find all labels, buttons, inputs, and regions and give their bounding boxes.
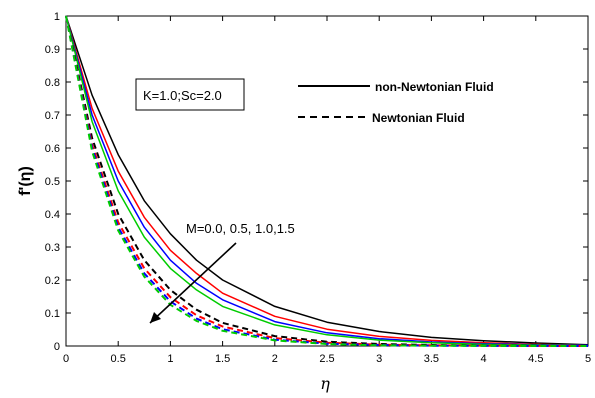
y-tick-label: 0.5 (45, 176, 60, 188)
y-tick-label: 0.4 (45, 209, 60, 221)
x-tick-label: 1 (167, 353, 173, 365)
series-line-2 (65, 15, 589, 347)
legend-label-newtonian: Newtonian Fluid (372, 111, 465, 125)
series-line-4 (65, 15, 589, 347)
series-line-6 (65, 15, 589, 347)
plot-frame (65, 15, 589, 347)
parameter-box-text: K=1.0;Sc=2.0 (143, 88, 222, 103)
series-line-1 (65, 15, 589, 346)
x-tick-label: 0.5 (111, 353, 126, 365)
x-tick-label: 4 (481, 353, 487, 365)
y-tick-label: 0.6 (45, 143, 60, 155)
x-tick-label: 2 (272, 353, 278, 365)
y-tick-label: 0.1 (45, 308, 60, 320)
series-line-8 (65, 15, 588, 347)
series-lines (65, 15, 589, 347)
parameter-box (135, 78, 245, 111)
annotation-arrowhead (150, 312, 161, 323)
x-tick-label: 2.5 (319, 353, 334, 365)
legend-label-non-newtonian: non-Newtonian Fluid (375, 80, 494, 94)
annotation-text: M=0.0, 0.5, 1.0,1.5 (186, 221, 295, 236)
y-tick-label: 0.8 (45, 77, 60, 89)
x-tick-label: 5 (585, 353, 591, 365)
x-tick-label: 4.5 (528, 353, 543, 365)
x-tick-label: 1.5 (215, 353, 230, 365)
y-tick-label: 0.7 (45, 110, 60, 122)
y-tick-label: 0.9 (45, 44, 60, 56)
y-tick-label: 0.2 (45, 275, 60, 287)
y-tick-label: 1 (54, 11, 60, 23)
x-tick-label: 3.5 (424, 353, 439, 365)
annotation-arrow (149, 242, 237, 324)
y-axis-label: f'(η) (17, 166, 34, 196)
x-axis-label: η (320, 374, 330, 393)
axis-ticks: 0 0.5 1 1.5 2 2.5 3 3.5 4 4.5 5 0 0.1 0.2 0.3 0.4 0.5 0.6… (45, 11, 591, 365)
y-tick-label: 0 (54, 341, 60, 353)
x-tick-label: 0 (63, 353, 69, 365)
x-tick-label: 3 (376, 353, 382, 365)
y-tick-label: 0.3 (45, 242, 60, 254)
